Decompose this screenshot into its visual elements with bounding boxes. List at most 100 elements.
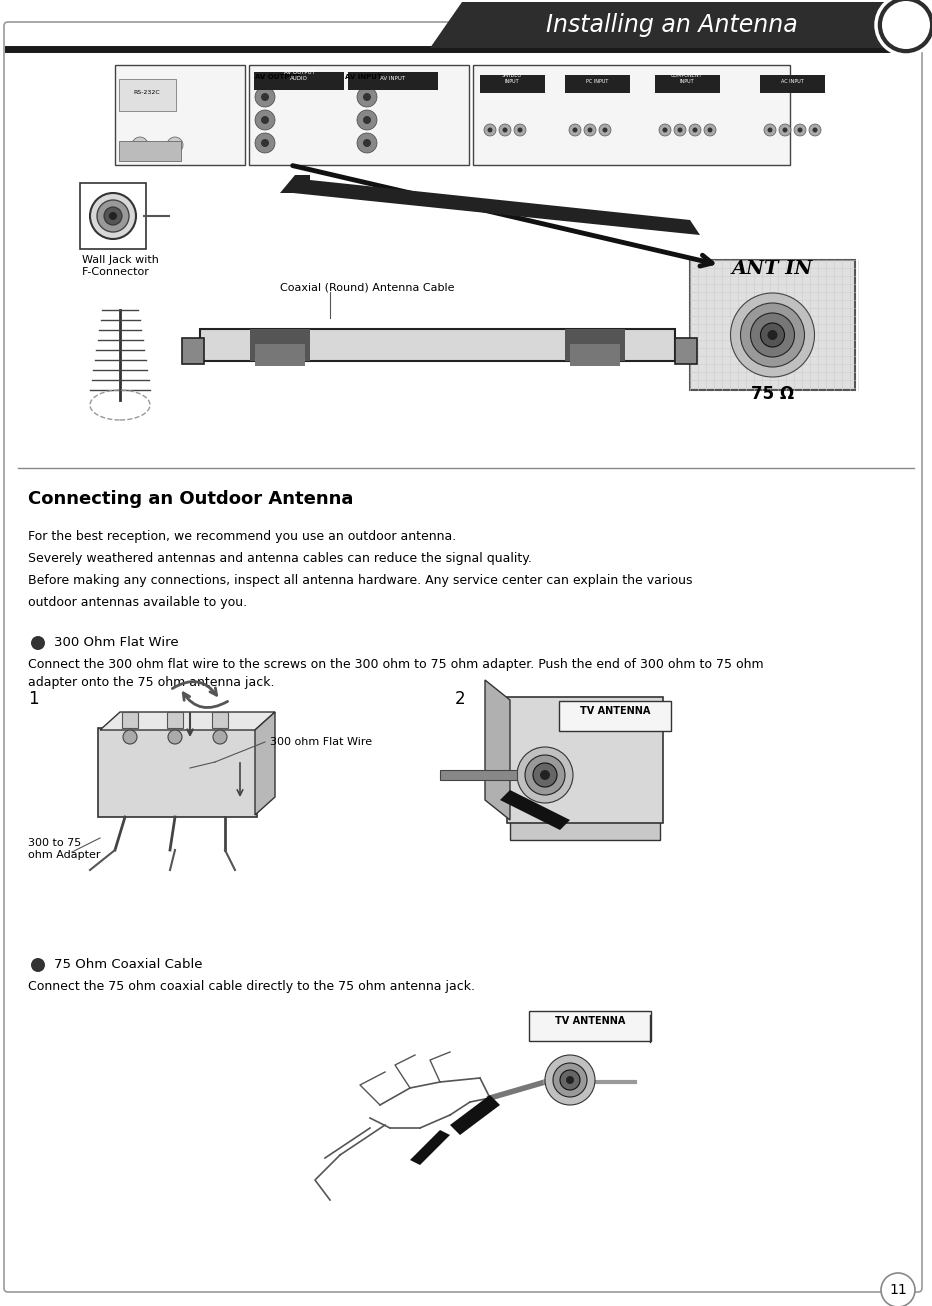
FancyBboxPatch shape (122, 712, 138, 727)
Circle shape (255, 110, 275, 131)
Circle shape (779, 124, 791, 136)
FancyBboxPatch shape (529, 1011, 651, 1041)
Circle shape (255, 133, 275, 153)
Circle shape (123, 730, 137, 744)
FancyBboxPatch shape (119, 141, 181, 161)
Text: 75 Ω: 75 Ω (751, 385, 794, 404)
FancyBboxPatch shape (80, 183, 146, 249)
Polygon shape (280, 175, 700, 235)
Text: AV INPUT: AV INPUT (345, 74, 382, 80)
Circle shape (587, 128, 593, 132)
FancyBboxPatch shape (212, 712, 228, 727)
Text: Wall Jack with
F-Connector: Wall Jack with F-Connector (82, 255, 158, 277)
Circle shape (363, 93, 371, 101)
Text: Connect the 75 ohm coaxial cable directly to the 75 ohm antenna jack.: Connect the 75 ohm coaxial cable directl… (28, 980, 475, 993)
Polygon shape (430, 3, 918, 48)
Circle shape (533, 763, 557, 788)
Circle shape (525, 755, 565, 795)
FancyBboxPatch shape (249, 65, 469, 165)
Text: 1: 1 (28, 690, 38, 708)
Text: outdoor antennas available to you.: outdoor antennas available to you. (28, 596, 247, 609)
FancyBboxPatch shape (655, 74, 720, 93)
FancyBboxPatch shape (115, 65, 245, 165)
FancyBboxPatch shape (570, 343, 620, 366)
Circle shape (813, 128, 817, 132)
Circle shape (783, 128, 788, 132)
FancyBboxPatch shape (565, 74, 630, 93)
FancyBboxPatch shape (98, 727, 257, 818)
Text: AC INPUT: AC INPUT (781, 78, 803, 84)
Text: adapter onto the 75 ohm antenna jack.: adapter onto the 75 ohm antenna jack. (28, 677, 275, 690)
FancyBboxPatch shape (200, 329, 675, 360)
Circle shape (517, 747, 573, 803)
Text: 300 Ohm Flat Wire: 300 Ohm Flat Wire (54, 636, 179, 649)
FancyBboxPatch shape (760, 74, 825, 93)
Text: 75 Ohm Coaxial Cable: 75 Ohm Coaxial Cable (54, 959, 202, 970)
Text: AV OUTPUT
AUDIO: AV OUTPUT AUDIO (283, 71, 314, 81)
FancyBboxPatch shape (559, 701, 671, 731)
FancyBboxPatch shape (254, 72, 344, 90)
FancyBboxPatch shape (255, 343, 305, 366)
Circle shape (97, 200, 129, 232)
Circle shape (663, 128, 667, 132)
Text: 300 ohm Flat Wire: 300 ohm Flat Wire (270, 737, 372, 747)
Text: Before making any connections, inspect all antenna hardware. Any service center : Before making any connections, inspect a… (28, 575, 692, 586)
Circle shape (487, 128, 492, 132)
Circle shape (255, 88, 275, 107)
Circle shape (674, 124, 686, 136)
Circle shape (31, 636, 45, 650)
Text: TV ANTENNA: TV ANTENNA (555, 1016, 625, 1027)
FancyBboxPatch shape (348, 72, 438, 90)
Circle shape (560, 1070, 580, 1091)
Circle shape (572, 128, 578, 132)
Text: Connecting an Outdoor Antenna: Connecting an Outdoor Antenna (28, 490, 353, 508)
Circle shape (659, 124, 671, 136)
Circle shape (876, 0, 932, 55)
Circle shape (599, 124, 611, 136)
Circle shape (569, 124, 581, 136)
Text: Coaxial (Round) Antenna Cable: Coaxial (Round) Antenna Cable (280, 282, 455, 293)
Circle shape (882, 1, 930, 50)
Text: COMPONENT
INPUT: COMPONENT INPUT (671, 73, 703, 84)
Polygon shape (510, 820, 660, 840)
Circle shape (132, 137, 148, 153)
Circle shape (584, 124, 596, 136)
Circle shape (540, 771, 550, 780)
Circle shape (750, 313, 794, 357)
Circle shape (168, 730, 182, 744)
Circle shape (357, 133, 377, 153)
FancyBboxPatch shape (119, 78, 176, 111)
FancyBboxPatch shape (4, 22, 922, 1292)
Text: Connect the 300 ohm flat wire to the screws on the 300 ohm to 75 ohm adapter. Pu: Connect the 300 ohm flat wire to the scr… (28, 658, 763, 671)
FancyBboxPatch shape (480, 74, 545, 93)
Circle shape (499, 124, 511, 136)
Circle shape (764, 124, 776, 136)
FancyBboxPatch shape (675, 338, 697, 364)
Circle shape (761, 323, 785, 347)
Circle shape (517, 128, 523, 132)
Circle shape (261, 116, 269, 124)
Polygon shape (410, 1130, 450, 1165)
Circle shape (514, 124, 526, 136)
Circle shape (798, 128, 802, 132)
Circle shape (31, 959, 45, 972)
Circle shape (689, 124, 701, 136)
Polygon shape (100, 712, 275, 730)
Circle shape (357, 110, 377, 131)
Circle shape (602, 128, 608, 132)
Circle shape (707, 128, 712, 132)
FancyArrowPatch shape (184, 693, 227, 708)
Circle shape (881, 1273, 915, 1306)
Circle shape (741, 303, 804, 367)
Circle shape (809, 124, 821, 136)
Text: 11: 11 (889, 1282, 907, 1297)
FancyArrowPatch shape (172, 682, 216, 695)
Text: PC INPUT: PC INPUT (586, 78, 609, 84)
Text: S-VIDEO
INPUT: S-VIDEO INPUT (502, 73, 522, 84)
Circle shape (731, 293, 815, 377)
Circle shape (363, 116, 371, 124)
Circle shape (213, 730, 227, 744)
Circle shape (104, 206, 122, 225)
Polygon shape (255, 712, 275, 815)
FancyBboxPatch shape (690, 260, 855, 390)
